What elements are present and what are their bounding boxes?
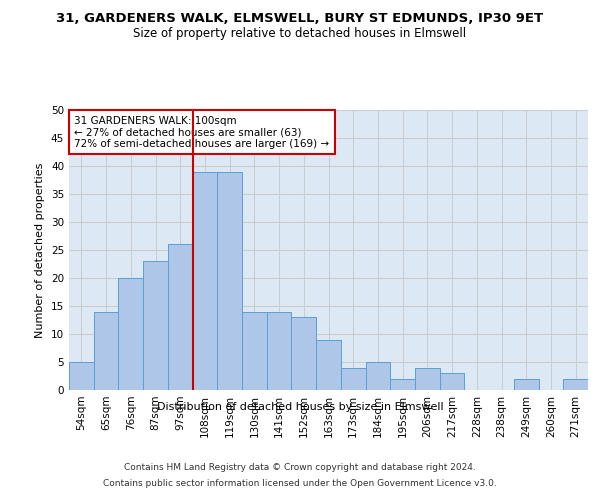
Bar [514, 379, 539, 390]
Bar [242, 312, 267, 390]
Bar [69, 362, 94, 390]
Bar [118, 278, 143, 390]
Text: Contains public sector information licensed under the Open Government Licence v3: Contains public sector information licen… [103, 479, 497, 488]
Bar [94, 312, 118, 390]
Bar [440, 373, 464, 390]
Bar [390, 379, 415, 390]
Bar [168, 244, 193, 390]
Text: 31 GARDENERS WALK: 100sqm
← 27% of detached houses are smaller (63)
72% of semi-: 31 GARDENERS WALK: 100sqm ← 27% of detac… [74, 116, 329, 149]
Bar [143, 261, 168, 390]
Bar [193, 172, 217, 390]
Bar [415, 368, 440, 390]
Bar [217, 172, 242, 390]
Bar [563, 379, 588, 390]
Y-axis label: Number of detached properties: Number of detached properties [35, 162, 46, 338]
Text: Contains HM Land Registry data © Crown copyright and database right 2024.: Contains HM Land Registry data © Crown c… [124, 462, 476, 471]
Text: 31, GARDENERS WALK, ELMSWELL, BURY ST EDMUNDS, IP30 9ET: 31, GARDENERS WALK, ELMSWELL, BURY ST ED… [56, 12, 544, 26]
Bar [365, 362, 390, 390]
Bar [316, 340, 341, 390]
Text: Size of property relative to detached houses in Elmswell: Size of property relative to detached ho… [133, 28, 467, 40]
Bar [341, 368, 365, 390]
Bar [267, 312, 292, 390]
Bar [292, 317, 316, 390]
Text: Distribution of detached houses by size in Elmswell: Distribution of detached houses by size … [157, 402, 443, 412]
